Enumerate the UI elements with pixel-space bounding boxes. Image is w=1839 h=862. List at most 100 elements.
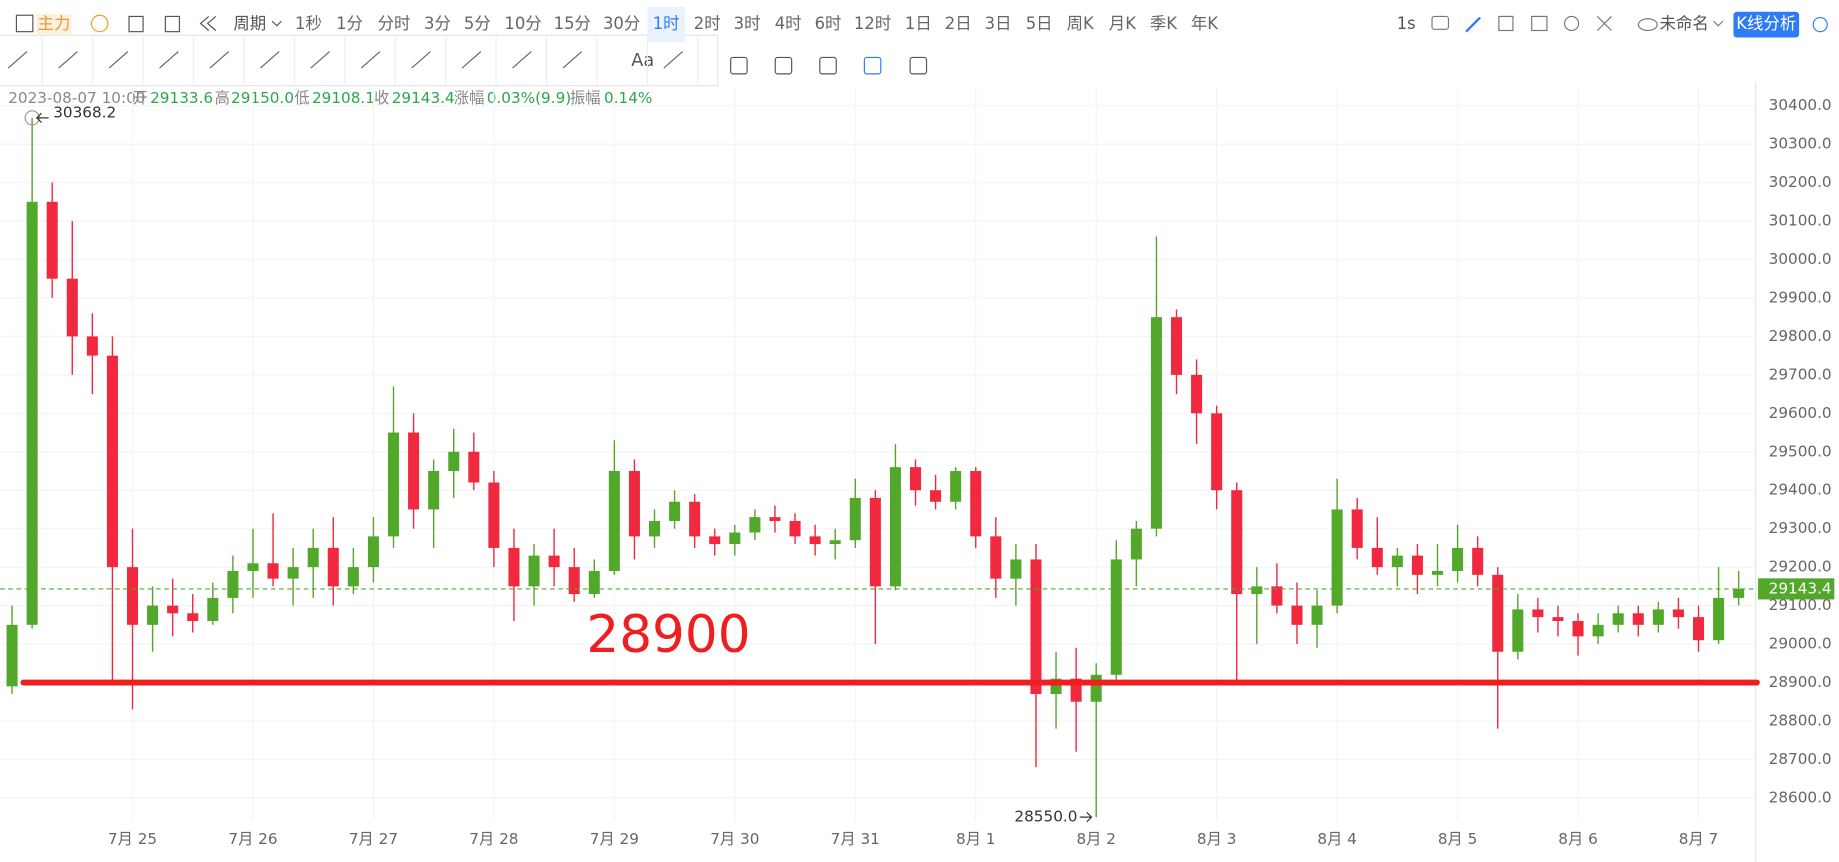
candle-body [1391, 555, 1403, 568]
draw-tool-icon[interactable] [209, 51, 230, 69]
settings-icon[interactable] [1563, 15, 1580, 32]
text-tool[interactable]: Aa [631, 51, 654, 71]
candle-body [1191, 374, 1203, 414]
period-option[interactable]: 4时 [775, 14, 802, 33]
period-option[interactable]: 1日 [905, 14, 932, 33]
candle-body [106, 355, 118, 568]
edit-tool-icon[interactable] [730, 56, 748, 75]
fullscreen-icon[interactable] [1596, 16, 1612, 31]
info-value: 29108.1 [312, 89, 375, 107]
candle-body [448, 451, 460, 471]
edit-tool-icon[interactable] [909, 56, 928, 75]
period-option[interactable]: 2日 [945, 14, 972, 33]
period-option[interactable]: 12时 [854, 14, 891, 33]
edit-tool-icon[interactable] [819, 56, 837, 75]
period-option[interactable]: 3日 [985, 14, 1012, 33]
period-option[interactable]: 3时 [734, 14, 761, 33]
draw-tool-icon[interactable] [259, 51, 280, 69]
period-option[interactable]: 2时 [694, 14, 721, 33]
candle-body [167, 605, 179, 614]
edit-tool-icon[interactable] [774, 56, 793, 75]
caret [271, 20, 282, 27]
candle-body [1452, 547, 1464, 571]
candle-body [1150, 317, 1162, 529]
y-tick-label: 29000.0 [1769, 635, 1832, 653]
layout-name[interactable]: 未命名 [1660, 14, 1709, 33]
candle-body [1472, 547, 1484, 575]
draw-tool-icon[interactable] [663, 51, 683, 69]
candle-body [1572, 620, 1584, 637]
layout-icon[interactable] [164, 15, 181, 33]
period-option[interactable]: 5分 [464, 14, 491, 33]
period-option[interactable]: 5日 [1026, 14, 1053, 33]
camera-icon[interactable] [1431, 15, 1450, 30]
period-option[interactable]: 15分 [554, 14, 591, 33]
y-tick-label: 29700.0 [1769, 365, 1832, 383]
period-option[interactable]: 周K [1067, 14, 1095, 33]
draw-tool-icon[interactable] [562, 51, 583, 69]
pen-icon[interactable] [1465, 16, 1481, 33]
period-option[interactable]: 10分 [504, 14, 541, 33]
info-value: 0.14% [604, 89, 652, 107]
high-arrow [35, 112, 49, 123]
draw-tool-icon[interactable] [461, 51, 482, 69]
period-option[interactable]: 月K [1109, 14, 1137, 33]
draw-tool-icon[interactable] [159, 51, 179, 69]
expand-icon[interactable] [1498, 15, 1514, 32]
period-option[interactable]: 分时 [378, 14, 411, 33]
candle-body [1672, 609, 1684, 618]
back-icon[interactable] [199, 15, 217, 31]
y-tick-label: 30000.0 [1769, 250, 1832, 268]
info-label: 低 [294, 89, 309, 107]
candle-body [608, 470, 620, 571]
period-option[interactable]: 3分 [424, 14, 451, 33]
candle-body [1713, 597, 1725, 641]
info-label: 收 [374, 89, 389, 107]
y-tick-label: 28700.0 [1769, 750, 1832, 768]
edit-tool-icon[interactable] [863, 56, 882, 75]
candle-body [1532, 609, 1544, 618]
candle-body [669, 501, 681, 521]
y-tick-label: 30200.0 [1769, 173, 1832, 191]
candle-body [909, 467, 922, 491]
x-tick-label: 8月 1 [956, 830, 995, 848]
y-tick-label: 30100.0 [1769, 212, 1832, 230]
save-icon[interactable] [1531, 15, 1548, 32]
period-option[interactable]: 1分 [336, 14, 363, 33]
draw-tool-icon[interactable] [360, 51, 381, 69]
analysis-button[interactable]: K线分析 [1736, 14, 1796, 33]
candle-body [689, 501, 701, 537]
candle-body [347, 567, 359, 587]
candle-body [227, 570, 239, 598]
period-option[interactable]: 1时 [653, 14, 680, 33]
draw-tool-icon[interactable] [58, 51, 78, 69]
candle-body [86, 336, 98, 356]
x-tick-label: 7月 28 [469, 830, 518, 848]
candle-body [6, 624, 18, 687]
candle-body [1411, 555, 1423, 575]
period-option[interactable]: 30分 [603, 14, 640, 33]
cloud-icon[interactable] [1637, 18, 1658, 32]
candle-body [1311, 605, 1323, 625]
draw-tool-icon[interactable] [7, 51, 28, 69]
share-icon[interactable] [1812, 17, 1828, 33]
speed[interactable]: 1s [1397, 14, 1416, 33]
flash-icon[interactable] [90, 14, 109, 33]
period-option[interactable]: 年K [1191, 14, 1219, 33]
period-option[interactable]: 1秒 [295, 14, 322, 33]
x-tick-label: 7月 30 [710, 830, 759, 848]
chart-icon[interactable] [15, 14, 34, 33]
draw-tool-icon[interactable] [108, 51, 129, 69]
period-menu[interactable]: 周期 [233, 14, 266, 33]
period-option[interactable]: 季K [1150, 14, 1178, 33]
badge[interactable]: 主力 [38, 14, 71, 33]
bag-icon[interactable] [128, 15, 144, 33]
active-period-bg [647, 7, 685, 43]
draw-tool-icon[interactable] [310, 51, 330, 69]
period-option[interactable]: 6时 [815, 14, 842, 33]
draw-tool-icon[interactable] [512, 51, 532, 69]
candle-body [387, 432, 400, 537]
draw-tool-icon[interactable] [411, 51, 431, 69]
candle-body [528, 555, 540, 587]
